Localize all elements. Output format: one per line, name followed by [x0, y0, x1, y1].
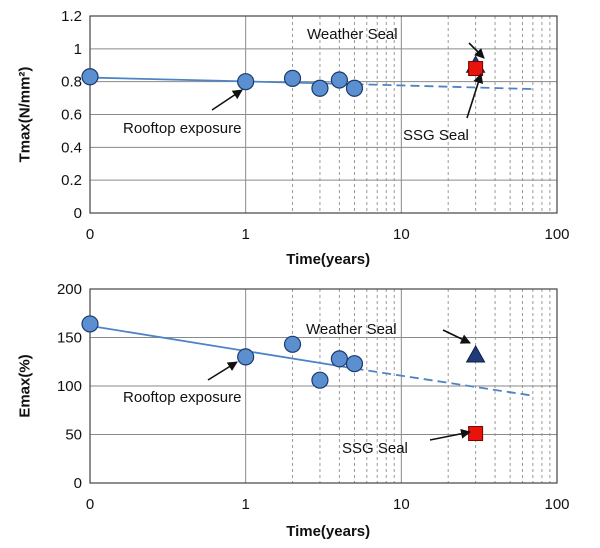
annotation-arrow	[466, 73, 484, 119]
x-tick-label: 10	[393, 496, 410, 513]
x-tick-label: 0	[86, 226, 94, 243]
y-tick-label: 50	[65, 427, 82, 444]
data-point-rooftop	[283, 69, 302, 87]
y-tick-label: 200	[57, 281, 82, 298]
y-tick-label: 0.2	[61, 172, 82, 189]
annotation-arrow	[211, 89, 243, 111]
x-tick-label: 100	[544, 226, 569, 243]
trend-line-dashed	[354, 83, 533, 90]
data-point-rooftop	[345, 79, 364, 97]
annotation-label: Rooftop exposure	[123, 120, 241, 137]
annotation-label: Rooftop exposure	[123, 389, 241, 406]
y-tick-label: 0.8	[61, 74, 82, 91]
annotation-label: SSG Seal	[342, 440, 408, 457]
data-point-weather-seal	[465, 344, 486, 363]
data-point-rooftop	[237, 348, 255, 366]
y-tick-label: 0	[74, 205, 82, 222]
x-tick-label: 1	[241, 226, 249, 243]
data-point-rooftop	[311, 371, 329, 389]
data-point-rooftop	[81, 315, 99, 333]
data-point-rooftop	[345, 355, 364, 373]
y-tick-label: 150	[57, 330, 82, 347]
data-point-rooftop	[283, 335, 302, 353]
trend-line-solid	[89, 324, 355, 370]
data-point-ssg-seal	[468, 426, 484, 442]
x-axis-label: Time(years)	[286, 251, 370, 268]
annotation-arrow	[468, 42, 485, 59]
y-tick-label: 100	[57, 378, 82, 395]
y-tick-label: 0.4	[61, 139, 82, 156]
annotation-label: Weather Seal	[306, 321, 397, 338]
data-point-rooftop	[81, 68, 99, 86]
trend-line-solid	[89, 76, 355, 86]
annotation-arrow	[442, 329, 471, 344]
data-point-rooftop	[330, 71, 348, 89]
trend-line-dashed	[354, 367, 534, 397]
y-axis-label: Tmax(N/mm²)	[16, 67, 33, 163]
data-point-rooftop	[311, 79, 329, 97]
annotation-arrow	[429, 428, 471, 441]
x-tick-label: 1	[241, 496, 249, 513]
x-tick-label: 10	[393, 226, 410, 243]
annotation-label: Weather Seal	[307, 26, 398, 43]
y-tick-label: 1.2	[61, 8, 82, 25]
y-axis-label: Emax(%)	[16, 354, 33, 417]
annotation-label: SSG Seal	[403, 127, 469, 144]
y-tick-label: 0	[74, 475, 82, 492]
annotation-arrow	[207, 361, 238, 381]
data-point-rooftop	[237, 73, 255, 91]
y-tick-label: 0.6	[61, 107, 82, 124]
plot-frame	[89, 15, 558, 214]
plot-frame	[89, 288, 558, 484]
x-tick-label: 100	[544, 496, 569, 513]
x-axis-label: Time(years)	[286, 523, 370, 540]
data-point-rooftop	[330, 350, 348, 368]
data-point-ssg-seal	[468, 61, 484, 77]
y-tick-label: 1	[74, 41, 82, 58]
x-tick-label: 0	[86, 496, 94, 513]
